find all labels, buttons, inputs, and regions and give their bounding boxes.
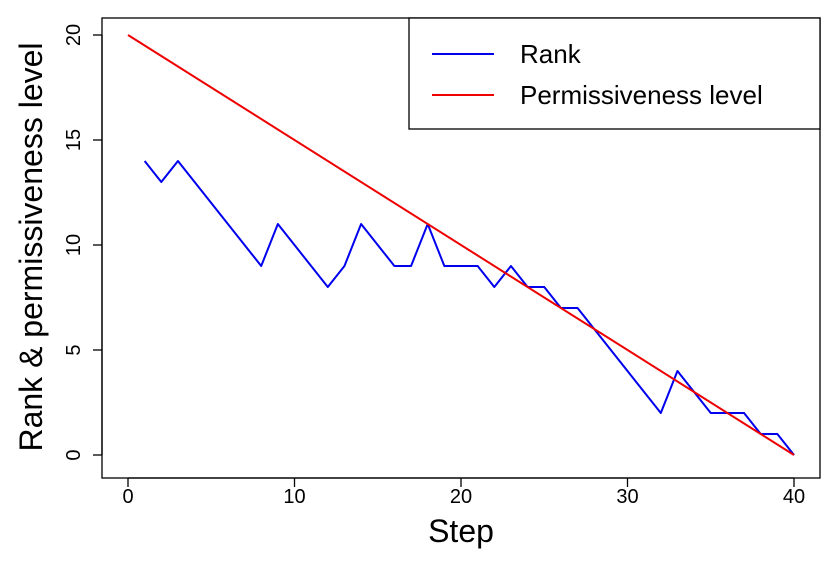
y-tick-label: 5 [63, 344, 85, 355]
legend-label-rank: Rank [520, 39, 582, 69]
x-axis: 0 10 20 30 40 [122, 477, 805, 508]
legend: Rank Permissiveness level [408, 17, 821, 130]
series-line-0 [143, 160, 795, 456]
x-tick-label: 20 [450, 486, 472, 508]
series-group [127, 34, 795, 456]
y-tick-label: 15 [63, 129, 85, 151]
y-tick-label: 0 [63, 449, 85, 460]
x-tick-label: 40 [783, 486, 805, 508]
x-tick-label: 10 [283, 486, 305, 508]
x-axis-title: Step [428, 513, 494, 549]
y-axis: 0 5 10 15 20 [63, 24, 103, 461]
y-tick-label: 10 [63, 234, 85, 256]
series-line-1 [127, 34, 795, 456]
x-tick-label: 0 [122, 486, 133, 508]
y-tick-label: 20 [63, 24, 85, 46]
legend-box [408, 17, 821, 130]
x-tick-label: 30 [616, 486, 638, 508]
y-axis-title: Rank & permissiveness level [13, 42, 49, 451]
legend-label-permissiveness: Permissiveness level [520, 80, 763, 110]
